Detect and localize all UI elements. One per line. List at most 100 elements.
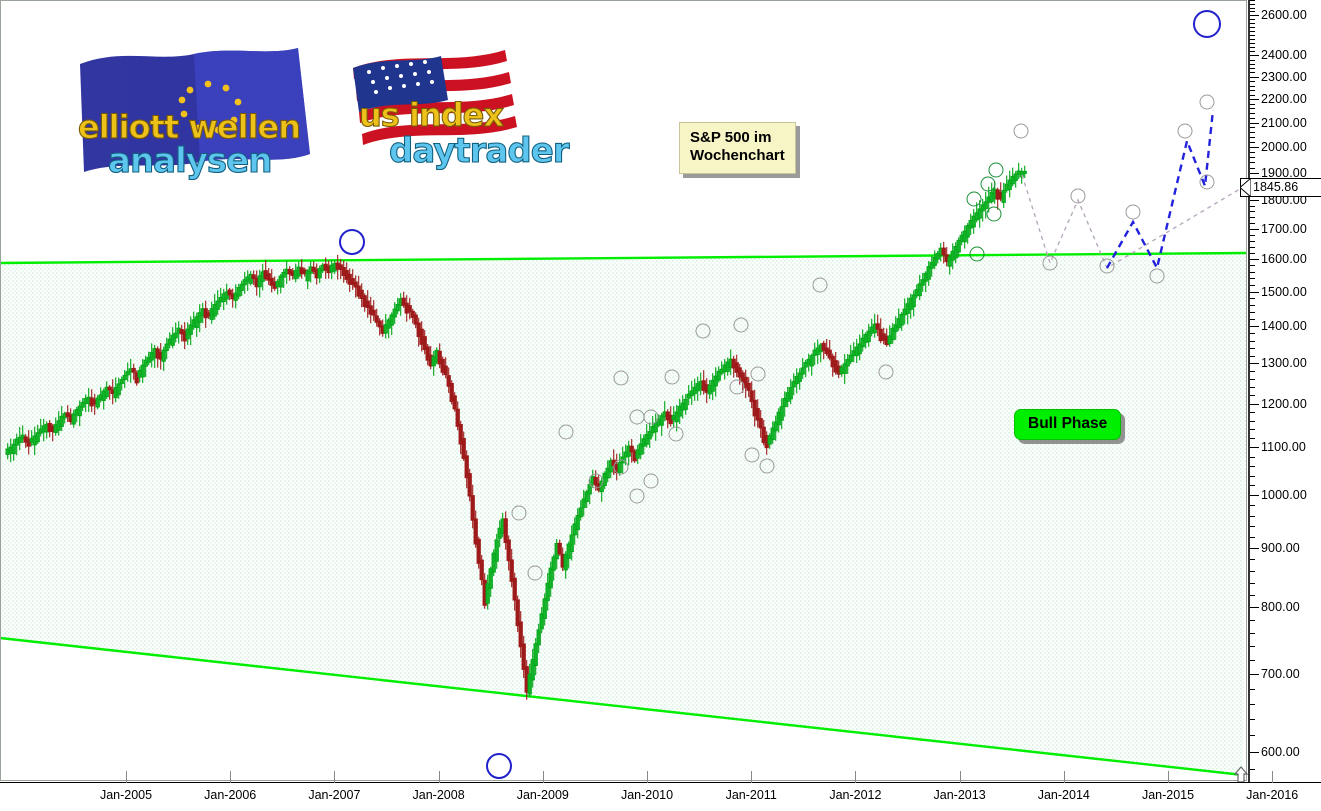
price-tick-minor xyxy=(1250,157,1255,159)
date-tick xyxy=(751,771,753,783)
price-tick-minor xyxy=(1250,355,1255,357)
price-tick-major xyxy=(1250,99,1259,101)
price-tick-minor xyxy=(1250,47,1255,49)
date-tick xyxy=(1168,771,1169,783)
date-tick-label: Jan-2015 xyxy=(1141,788,1195,802)
price-tick-minor xyxy=(1250,570,1255,572)
svg-text:analysen: analysen xyxy=(108,141,271,181)
circled-wave-marker-1-16 xyxy=(729,379,745,395)
price-tick-minor xyxy=(1250,90,1255,92)
price-tick-minor xyxy=(1250,142,1255,144)
price-tick-minor xyxy=(1250,719,1255,721)
price-tick-label: 700.00 xyxy=(1261,667,1300,682)
date-tick-label: Jan-2009 xyxy=(516,788,569,802)
chart-plot-area[interactable]: elliott wellen analysen xyxy=(0,0,1248,782)
us-index-daytrader-logo: us index daytrader xyxy=(345,40,645,180)
price-tick-minor xyxy=(1250,81,1255,83)
price-tick-minor xyxy=(1250,646,1255,648)
circled-wave-marker-y-6 xyxy=(558,424,574,440)
price-tick-label: 600.00 xyxy=(1261,744,1300,759)
circled-wave-marker-3-13 xyxy=(664,369,680,385)
price-tick-minor xyxy=(1250,85,1255,87)
circled-wave-marker-iv-26 xyxy=(986,206,1002,222)
date-tick xyxy=(1063,771,1065,783)
date-tick xyxy=(126,771,127,783)
price-tick-minor xyxy=(1250,63,1255,65)
upper-channel-line xyxy=(0,251,1248,265)
circled-wave-marker-4-19 xyxy=(750,366,766,382)
price-tick-major xyxy=(1250,259,1259,261)
price-tick-minor xyxy=(1250,429,1255,431)
mouse-cursor-icon xyxy=(1234,766,1248,782)
circled-wave-marker-a-29 xyxy=(1042,255,1058,271)
last-price-marker[interactable]: 1845.86 xyxy=(1240,177,1321,197)
price-tick-minor xyxy=(1250,537,1255,539)
price-tick-minor xyxy=(1250,594,1255,596)
svg-text:us index: us index xyxy=(359,96,504,134)
price-tick-minor xyxy=(1250,94,1255,96)
circled-wave-marker-4-35 xyxy=(1199,174,1215,190)
price-tick-label: 2300.00 xyxy=(1261,69,1307,84)
price-tick-major xyxy=(1250,228,1259,230)
price-tick-major xyxy=(1250,76,1259,78)
circled-wave-marker-z-9 xyxy=(613,370,629,386)
last-price-value: 1845.86 xyxy=(1253,180,1299,195)
circled-wave-marker-a-7 xyxy=(613,459,629,475)
date-axis[interactable]: Jan-2005 Jan-2006 Jan-2007 Jan-2008 Jan-2009… xyxy=(0,771,1321,811)
date-tick-label: Jan-2013 xyxy=(933,788,986,802)
price-tick-minor xyxy=(1250,395,1255,397)
price-tick-minor xyxy=(1250,387,1255,389)
price-tick-major xyxy=(1250,674,1259,676)
date-tick-label: Jan-2007 xyxy=(308,788,361,802)
price-tick-major xyxy=(1250,403,1259,405)
price-tick-minor xyxy=(1250,485,1255,487)
date-tick xyxy=(542,771,544,783)
circled-wave-marker-3-34 xyxy=(1177,123,1193,139)
price-tick-label: 2000.00 xyxy=(1261,140,1307,155)
price-tick-minor xyxy=(1250,216,1255,218)
circled-wave-marker-5-20 xyxy=(759,458,775,474)
circled-wave-marker-x-4 xyxy=(527,565,543,581)
price-tick-minor xyxy=(1250,59,1255,61)
price-tick-minor xyxy=(1250,559,1255,561)
price-tick-label: 2400.00 xyxy=(1261,48,1307,63)
date-tick xyxy=(959,771,961,783)
channel-fill-polygon xyxy=(0,253,1247,775)
circled-wave-marker-c-1 xyxy=(486,753,512,779)
price-tick-minor xyxy=(1250,132,1255,134)
price-tick-minor xyxy=(1250,252,1255,254)
chart-title-line2: Wochenchart xyxy=(690,147,785,165)
circled-wave-marker-d-2 xyxy=(1193,10,1221,38)
date-tick xyxy=(230,771,232,783)
price-tick-minor xyxy=(1250,222,1255,224)
date-tick-label: Jan-2011 xyxy=(725,788,777,802)
channel-trendlines xyxy=(0,251,1248,777)
price-tick-minor xyxy=(1250,167,1255,169)
price-tick-major xyxy=(1250,548,1259,550)
price-tick-minor xyxy=(1250,51,1255,53)
price-tick-minor xyxy=(1250,23,1255,24)
price-tick-label: 2200.00 xyxy=(1261,92,1307,107)
price-tick-minor xyxy=(1250,420,1255,422)
svg-text:daytrader: daytrader xyxy=(389,131,570,171)
circled-wave-marker-1-32 xyxy=(1125,204,1141,220)
price-tick-minor xyxy=(1250,298,1255,300)
circled-wave-marker-c-31 xyxy=(1099,258,1115,274)
price-axis[interactable]: 600.00 700.00 800.00 900.00 1000.00 1100.00 12… xyxy=(1240,0,1321,782)
circled-wave-marker-c-8 xyxy=(629,488,645,504)
price-tick-label: 1600.00 xyxy=(1261,252,1307,267)
lower-channel-line xyxy=(0,636,1244,777)
circled-wave-marker-1-11 xyxy=(643,409,659,425)
price-tick-label: 1500.00 xyxy=(1261,284,1307,299)
price-tick-major xyxy=(1250,326,1259,328)
price-tick-minor xyxy=(1250,379,1255,381)
circled-wave-marker-iii-25 xyxy=(980,176,996,192)
price-tick-label: 1400.00 xyxy=(1261,319,1307,334)
elliott-wellen-analysen-logo: elliott wellen analysen xyxy=(62,42,330,190)
price-tick-minor xyxy=(1250,456,1255,458)
date-tick xyxy=(334,771,336,783)
price-tick-minor xyxy=(1250,26,1255,28)
price-tick-minor xyxy=(1250,582,1255,584)
circled-wave-marker-2-12 xyxy=(643,473,659,489)
